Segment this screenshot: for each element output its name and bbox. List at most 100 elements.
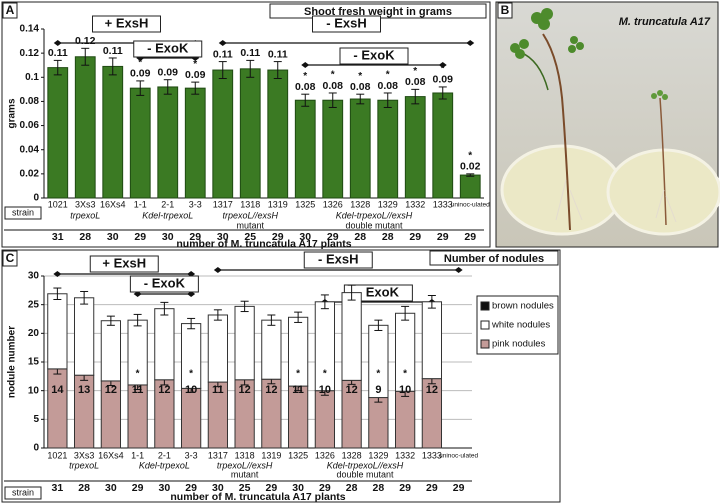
strain-group: double mutant	[345, 220, 403, 230]
significance-mark: *	[441, 64, 445, 75]
plant-count: 29	[185, 482, 197, 494]
value-label: 0.11	[48, 47, 68, 59]
significance-mark: *	[376, 369, 380, 380]
strain-group: trpexoL	[69, 460, 99, 470]
value-label: 11	[212, 384, 224, 396]
legend-swatch	[480, 320, 490, 330]
legend-swatch	[480, 339, 490, 349]
bracket-label-box	[92, 15, 161, 33]
plant-count: 29	[453, 482, 465, 494]
plant-count: 29	[132, 482, 144, 494]
value-label: 0.08	[295, 81, 316, 93]
x-axis-title: number of M. truncatula A17 plants	[170, 491, 345, 503]
plant-count: 30	[162, 231, 174, 243]
plant-count: 31	[52, 231, 64, 243]
value-label: 0.09	[185, 69, 206, 81]
photo: B M. truncatula A17	[495, 1, 720, 248]
bar-segment	[47, 293, 68, 370]
bracket-label: - ExoK	[144, 275, 186, 290]
value-label: 0.08	[378, 80, 399, 92]
bar-segment	[73, 297, 95, 376]
strain-group: trpexoL	[70, 210, 100, 220]
x-tick-label: 1021	[48, 199, 68, 209]
value-label: 0.02	[460, 161, 481, 173]
plant-count: 29	[266, 482, 278, 494]
bar-segment	[100, 320, 122, 382]
bracket-end	[53, 40, 62, 46]
x-tick-label: 1-1	[131, 450, 144, 460]
plant-count: 30	[217, 231, 229, 243]
significance-mark: *	[358, 71, 362, 82]
value-label: 12	[239, 384, 251, 396]
value-label: 11	[292, 384, 304, 396]
row-label: strain	[12, 487, 34, 497]
bar	[404, 96, 426, 199]
bracket-end	[213, 267, 222, 273]
strain-group: Kdel-trpexoL	[139, 460, 190, 470]
plant-count: 28	[373, 482, 385, 494]
strain-group: Kdel-trpexoL//exsH	[336, 210, 413, 220]
x-tick-label: 1-1	[134, 199, 147, 209]
bracket-end	[301, 62, 310, 68]
x-tick-label: 1332	[405, 199, 425, 209]
x-tick-label: 2-1	[158, 450, 171, 460]
x-tick-label: uninoc-ulated	[439, 453, 478, 460]
bar-segment	[154, 308, 175, 381]
x-tick-label: 1329	[368, 450, 388, 460]
value-label: 0.11	[268, 48, 288, 60]
strain-group: trpexoL//exsH	[217, 460, 273, 470]
plant-count: 28	[354, 231, 366, 243]
bar	[377, 99, 399, 199]
y-tick-label: 0.14	[20, 24, 40, 35]
y-axis-title: nodule number	[7, 326, 18, 398]
bracket-label: - ExsH	[318, 251, 358, 266]
value-label: 0.09	[158, 66, 179, 78]
y-tick-label: 0.12	[20, 48, 40, 59]
x-tick-label: 16Xs4	[98, 450, 124, 460]
bar	[129, 87, 151, 199]
strain-group: mutant	[231, 469, 259, 479]
bar	[432, 92, 454, 199]
title-box	[429, 250, 559, 266]
x-axis-title: number of M. truncatula A17 plants	[176, 238, 351, 250]
plant-count: 25	[244, 231, 256, 243]
x-tick-label: 3Xs3	[74, 450, 95, 460]
bar	[47, 67, 69, 199]
bar	[184, 87, 206, 199]
legend-label: brown nodules	[492, 301, 554, 312]
y-tick-label: 0.02	[20, 168, 40, 179]
panel-label: B	[501, 3, 510, 17]
panel-label-box	[497, 2, 513, 19]
bar	[239, 68, 261, 199]
significance-mark: *	[468, 150, 472, 161]
x-tick-label: 1318	[235, 450, 255, 460]
plant-count: 30	[299, 231, 311, 243]
y-tick-label: 0.1	[25, 72, 39, 83]
value-label: 0.08	[323, 80, 344, 92]
value-label: 9	[375, 384, 381, 396]
x-tick-label: uninoc-ulated	[451, 202, 490, 209]
bracket-label-box	[312, 15, 381, 33]
plant-count: 29	[319, 482, 331, 494]
bracket-end	[466, 40, 475, 46]
photo-caption: M. truncatula A17	[619, 16, 711, 28]
bracket-label-box	[89, 255, 159, 273]
bracket-end	[53, 271, 62, 277]
significance-mark: *	[296, 369, 300, 380]
bracket-label-box	[129, 275, 199, 293]
x-tick-label: 1317	[213, 199, 233, 209]
bar-segment	[234, 305, 255, 381]
row-label-box	[4, 206, 42, 220]
plant-count: 30	[212, 482, 224, 494]
bar-segment	[421, 301, 443, 380]
bracket-label: - ExoK	[353, 47, 395, 62]
y-axis-title: grams	[7, 98, 18, 128]
x-tick-label: 1333	[433, 199, 453, 209]
x-tick-label: 1328	[342, 450, 362, 460]
leaves	[651, 90, 668, 100]
x-tick-label: 1325	[288, 450, 308, 460]
y-tick-label: 0	[33, 443, 39, 454]
bar	[74, 56, 96, 199]
bar	[212, 69, 234, 199]
leaves	[510, 8, 584, 59]
